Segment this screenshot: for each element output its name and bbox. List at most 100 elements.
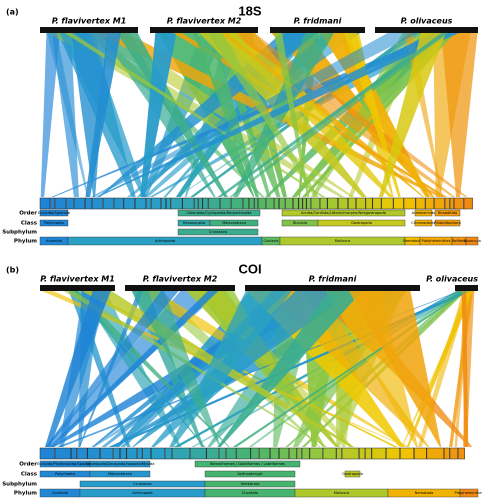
trophic-link [229,33,451,197]
trophic-link [132,291,355,447]
panel: (b) COI P. flavivertex M1 P. flavivertex M2… [2,261,482,498]
prey-box [92,197,104,210]
predator-label: P. olivaceus [401,17,453,26]
panel-title: COI [238,261,261,276]
prey-box [151,447,165,460]
taxon-box [434,219,461,227]
taxon-label: Actinopterygii [237,472,262,476]
prey-box [218,447,226,460]
row-label: Order [19,211,37,217]
taxon-box [39,209,69,217]
taxon-label: Calanoida/Cyclopoida/Harpacticoida [187,211,252,215]
taxon-label: Mollusca [334,491,350,495]
taxon-label: Polychaeta [55,472,75,476]
taxon-label: Rotifera [452,239,466,243]
taxon-box [177,209,261,217]
trophic-link [85,33,121,197]
prey-box [142,447,151,460]
trophic-link [131,291,221,447]
prey-box [449,447,458,460]
prey-box [347,197,356,210]
trophic-link [208,33,319,197]
predator-bar [270,27,365,33]
predator-bar [245,285,420,291]
trophic-link [326,291,418,447]
trophic-link [63,291,328,447]
row-label: Class [21,472,38,478]
taxon-label: Bivalvia [293,221,307,225]
links [41,291,475,447]
trophic-link [461,291,469,447]
prey-box [166,197,171,210]
panel-label: (a) [6,8,19,17]
trophic-link [73,291,206,447]
prey-box [250,447,260,460]
prey-box [310,197,320,210]
predator-label: P. flavivertex M2 [143,275,218,284]
trophic-link [348,291,442,447]
prey-box [243,197,250,210]
prey-box [120,447,127,460]
taxon-label: Crustacea [209,230,227,234]
trophic-link [44,291,111,447]
taxon-box [414,219,433,227]
taxon-label: Nematoda [403,239,422,243]
predator-bar [40,27,138,33]
prey-box [135,197,147,210]
predator-label: P. fridmani [309,275,357,284]
prey-box [259,447,270,460]
taxon-box [414,209,433,217]
prey-box [443,447,450,460]
prey-box [164,447,173,460]
panel: (a) 18S P. flavivertex M1 P. flavivertex M2… [2,3,481,246]
prey-box [425,197,435,210]
prey-box [393,197,404,210]
prey-box [170,197,183,210]
taxon-label: Annelida [52,491,68,495]
taxon-box [39,219,69,227]
predator-label: P. olivaceus [426,275,478,284]
prey-box [103,197,114,210]
prey-box [236,447,251,460]
prey-box [319,197,328,210]
prey-box [99,447,114,460]
prey-box [293,197,299,210]
prey-box [54,197,67,210]
prey-box [298,197,303,210]
prey-box [123,197,136,210]
prey-box [426,447,444,460]
row-label: Order [19,462,37,468]
prey-box [285,197,293,210]
taxon-label: Eunicida/Phyllodocida/Spionida [37,462,93,466]
taxon-label: Cnidaria [264,239,279,243]
panel-label: (b) [6,266,19,275]
prey-box [434,197,445,210]
predator-label: P. fridmani [294,17,342,26]
taxon-label: Malacostraca [222,221,246,225]
taxon-box [281,209,406,217]
taxon-box [465,236,479,246]
prey-box [189,447,207,460]
prey-box [279,447,290,460]
prey-box [449,197,454,210]
trophic-link [217,291,363,447]
taxon-label: Platyhelminthes [455,491,482,495]
prey-box [254,197,259,210]
prey-box [327,197,338,210]
taxon-label: Nematoda [415,491,434,495]
taxon-label: Eunicida/Spionida [38,211,70,215]
taxon-box [344,470,361,478]
prey-box [265,197,275,210]
taxon-label: Amphipoda/Decapoda/Isopoda/Mysida [86,462,155,466]
prey-box [403,197,416,210]
row-label: Subphylum [2,482,37,488]
prey-box [400,447,414,460]
trophic-link [378,33,446,197]
prey-box [296,447,302,460]
prey-box [220,197,232,210]
prey-box [414,447,427,460]
row-label: Phylum [14,239,37,245]
taxon-box [194,460,301,468]
prey-box [182,197,195,210]
taxon-box [459,488,479,498]
